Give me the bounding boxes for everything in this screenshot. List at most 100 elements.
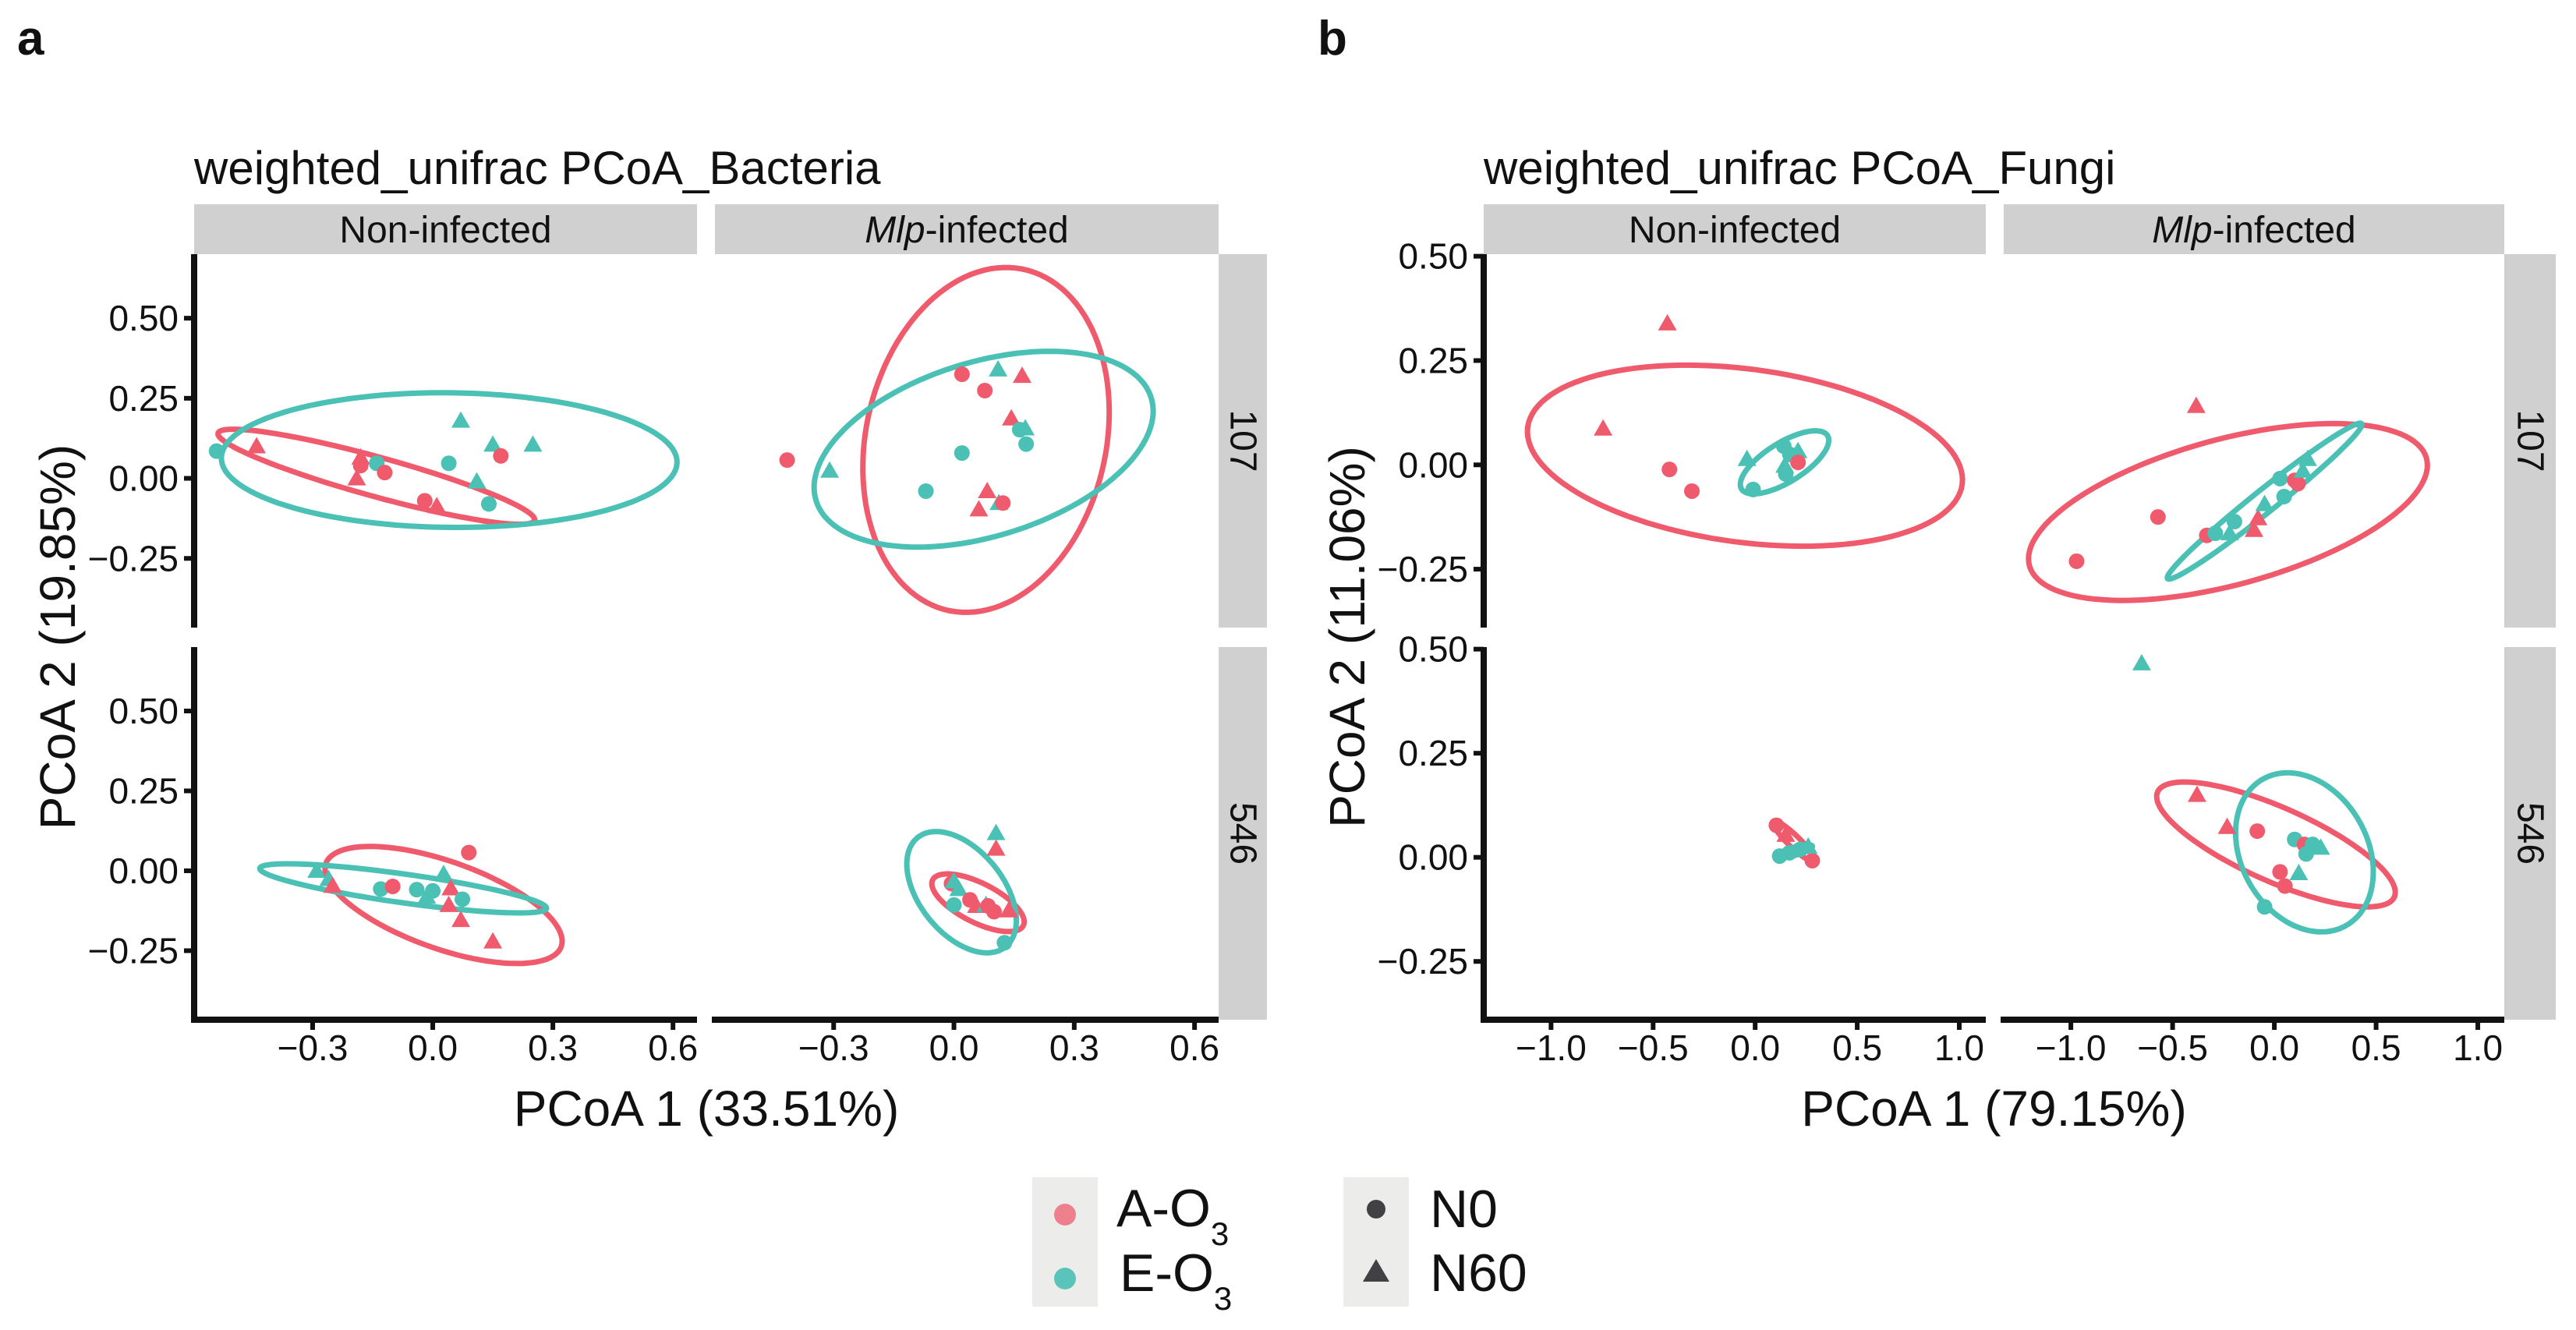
data-point-circle [2150, 509, 2166, 525]
x-tick-label: −0.3 [798, 1028, 869, 1068]
data-point-triangle [483, 932, 503, 949]
data-point-triangle [1594, 419, 1613, 436]
data-point-circle [384, 879, 401, 895]
data-point-circle [946, 897, 962, 913]
legend-key-a-o3 [1054, 1204, 1076, 1226]
legend-label-a-o3: A-O3 [1116, 1179, 1229, 1252]
facet-strip-label: Mlp-infected [865, 210, 1068, 251]
data-point-circle [1661, 462, 1678, 478]
legend-label-e-o3: E-O3 [1120, 1243, 1232, 1317]
legend-shapes: N0 N60 [1343, 1177, 1527, 1307]
facet-strip-row [1219, 254, 1267, 628]
data-point-triangle [467, 472, 487, 489]
facet-strip-label-text: -infected [925, 210, 1069, 251]
y-tick-label: 0.50 [1398, 629, 1468, 670]
data-point-triangle [1737, 449, 1757, 466]
data-point-circle [779, 452, 795, 469]
x-tick-label: 0.5 [1832, 1028, 1882, 1068]
y-tick-label: 0.25 [1398, 733, 1468, 773]
data-point-circle [2249, 823, 2266, 840]
facet-strip-label: Mlp-infected [2152, 210, 2355, 251]
x-tick-label: 1.0 [2453, 1028, 2503, 1068]
facet-row-label: 546 [1223, 802, 1264, 865]
x-tick-label: −0.3 [278, 1028, 349, 1068]
confidence-ellipse-a-o3 [860, 264, 1113, 615]
data-point-circle [995, 495, 1011, 511]
facet-row-label: 107 [1223, 409, 1264, 472]
y-tick-label: 0.25 [108, 378, 179, 419]
facet-strip-label: Non-infected [339, 210, 551, 251]
data-point-circle [441, 455, 457, 472]
facet-panel [2132, 653, 2398, 935]
legend-label-subscript: 3 [1211, 1215, 1229, 1252]
x-tick-label: 0.0 [929, 1028, 979, 1068]
data-point-circle [2272, 470, 2288, 486]
y-tick-label: −0.25 [88, 930, 179, 971]
data-point-circle [2256, 899, 2273, 915]
y-tick-label: −0.25 [1378, 941, 1468, 982]
data-point-circle [1684, 483, 1700, 499]
data-point-circle [918, 483, 934, 499]
data-point-triangle [1658, 313, 1677, 331]
facet-strip-label: Non-infected [1629, 210, 1841, 251]
facet-strip-column [194, 204, 697, 254]
y-tick-label: 0.50 [108, 691, 179, 731]
data-point-triangle [2245, 520, 2263, 537]
legend-label-n0: N0 [1430, 1180, 1498, 1239]
data-point-circle [493, 447, 509, 464]
data-point-triangle [1776, 825, 1796, 842]
legend-key-circle-icon [1367, 1200, 1385, 1219]
facet-panel [1768, 817, 1821, 868]
data-point-triangle [986, 839, 1006, 856]
data-point-circle [2068, 553, 2085, 569]
confidence-ellipse-a-o3 [215, 426, 538, 527]
data-point-triangle [1000, 900, 1019, 918]
data-point-triangle [969, 500, 989, 517]
confidence-ellipse-e-o3 [257, 861, 550, 916]
data-point-triangle [2249, 508, 2268, 525]
data-point-circle [2272, 864, 2288, 880]
y-tick-label: 0.25 [108, 770, 179, 811]
confidence-ellipse-a-o3 [2153, 779, 2398, 910]
data-point-triangle [2293, 461, 2312, 478]
legend-label-text: E-O [1120, 1243, 1214, 1303]
data-point-triangle [417, 887, 437, 904]
chart-title: weighted_unifrac PCoA_Bacteria [193, 142, 881, 194]
data-point-circle [996, 935, 1013, 951]
x-tick-label: −0.5 [1618, 1028, 1689, 1068]
x-tick-label: 0.0 [408, 1028, 458, 1068]
facet-panel [2026, 396, 2430, 603]
data-point-circle [2290, 476, 2306, 492]
data-point-circle [954, 445, 970, 462]
data-point-triangle [523, 435, 543, 452]
data-point-triangle [307, 861, 327, 878]
legend-key-bg [1343, 1177, 1409, 1307]
facet-row-label: 107 [2510, 409, 2551, 472]
data-point-triangle [1775, 456, 1795, 473]
data-point-circle [1768, 817, 1785, 833]
y-tick-label: 0.50 [108, 298, 179, 338]
panel-letter-b: b [1318, 12, 1347, 65]
chart-title: weighted_unifrac PCoA_Fungi [1483, 142, 2116, 194]
data-point-circle [416, 493, 433, 509]
facet-strip-label-text: Non-infected [339, 210, 551, 251]
y-tick-label: 0.00 [1398, 444, 1468, 485]
data-point-triangle [451, 411, 471, 428]
data-point-circle [1018, 436, 1035, 452]
data-point-circle [1790, 455, 1806, 471]
data-point-circle [461, 844, 477, 861]
confidence-ellipse-a-o3 [2026, 420, 2430, 603]
x-tick-label: 0.0 [2249, 1028, 2299, 1068]
facet-panel [904, 823, 1028, 956]
facet-panel [208, 390, 680, 531]
data-point-triangle [441, 879, 461, 896]
facet-strip-column [1484, 204, 1986, 254]
chart-fungi: weighted_unifrac PCoA_Fungi Non-infected M… [1319, 142, 2556, 1137]
x-tick-label: 0.0 [1730, 1028, 1780, 1068]
facet-panel [779, 264, 1156, 615]
data-point-triangle [2217, 817, 2237, 834]
facet-strip-label-italic: Mlp [2152, 210, 2212, 251]
data-point-circle [980, 898, 996, 914]
facet-strip-label-italic: Mlp [865, 210, 925, 251]
